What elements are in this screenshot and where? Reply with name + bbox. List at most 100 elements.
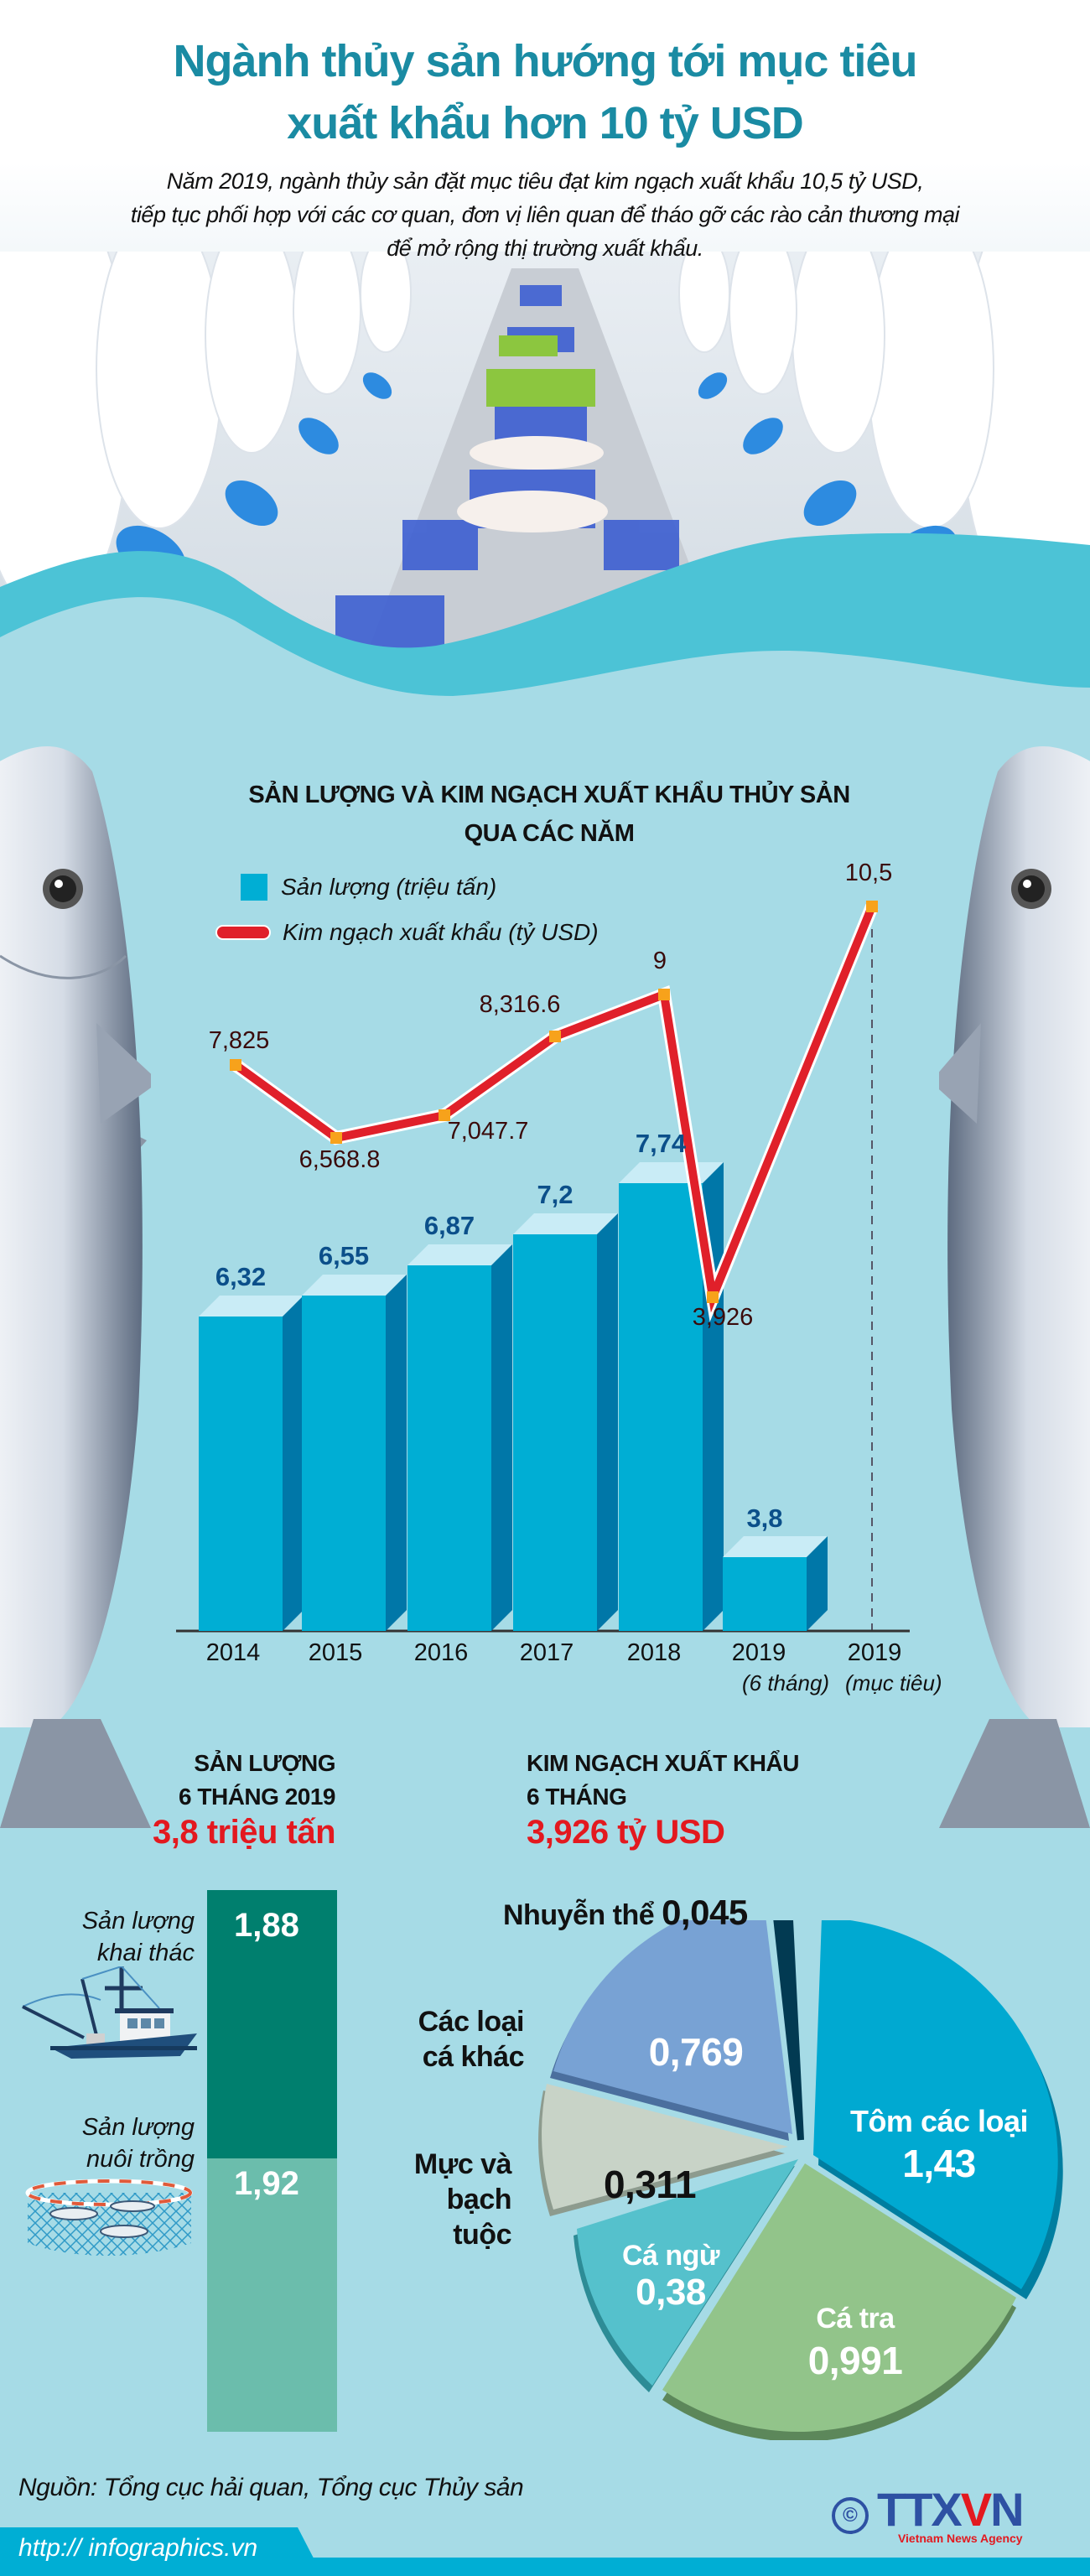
bar-label-2014: 6,32 [215, 1262, 267, 1291]
pie-label-muc-1: Mực và [413, 2148, 512, 2180]
line-label-2019-target: 10,5 [844, 860, 893, 886]
x-label-2014: 2014 [205, 1639, 261, 1666]
pie-label-tom: Tôm các loại [849, 2104, 1029, 2138]
lead-line-2: tiếp tục phối hợp với các cơ quan, đơn v… [130, 202, 960, 227]
pie-text-tom: Tôm các loại 1,43 [830, 2101, 1048, 2184]
bar-label-2019-6m: 3,8 [746, 1504, 783, 1533]
pie-value-tom: 1,43 [902, 2142, 976, 2185]
line-label-2016: 7,047.7 [447, 1118, 529, 1145]
stack-label-nuoi-trong-2: nuôi trồng [86, 2146, 195, 2173]
left-fish-icon [0, 746, 151, 1828]
bar-2014 [199, 1296, 304, 1631]
x-label-2018: 2018 [626, 1639, 682, 1666]
stack-label-nuoi-trong-1: Sản lượng [81, 2114, 195, 2141]
pie-value-nhuyen-the: 0,045 [662, 1893, 748, 1932]
legend-item-bar: Sản lượng (triệu tấn) [241, 874, 599, 901]
legend-bar-label: Sản lượng (triệu tấn) [281, 874, 497, 900]
stack-label-khai-thac-2: khai thác [96, 1940, 195, 1966]
logo-v: V [960, 2483, 992, 2536]
stack-label-khai-thac-1: Sản lượng [81, 1908, 195, 1935]
line-label-2017: 8,316.6 [479, 991, 561, 1018]
pie-value-ca-tra: 0,991 [807, 2339, 903, 2382]
stack-value-nuoi-trong: 1,92 [234, 2165, 299, 2202]
pie-label-ca-khac-1: Các loại [418, 2006, 525, 2038]
bar-label-2017: 7,2 [537, 1180, 574, 1209]
bar-label-2015: 6,55 [318, 1241, 370, 1270]
pie-value-muc: 0,311 [603, 2163, 697, 2206]
bar-label-2018: 7,74 [635, 1129, 687, 1158]
pie-text-ca-tra: Cá tra 0,991 [780, 2298, 931, 2381]
right-fish-icon [939, 746, 1090, 1828]
ttxvn-wordmark: TTXVN [877, 2483, 1025, 2536]
fish-cage-icon [25, 2179, 193, 2256]
stack-segment-khai-thac: 1,88 [207, 1890, 337, 2158]
legend-item-line: Kim ngạch xuất khẩu (tỷ USD) [217, 919, 599, 946]
copyright-icon: © [832, 2497, 869, 2534]
bar-series [199, 901, 879, 1631]
line-label-2015: 6,568.8 [298, 1146, 381, 1173]
title-line-2: xuất khẩu hơn 10 tỷ USD [287, 98, 804, 148]
summary-production: SẢN LƯỢNG 6 THÁNG 2019 3,8 triệu tấn [50, 1747, 336, 1852]
bar-label-2016: 6,87 [423, 1211, 475, 1240]
fish-processing-photo [0, 252, 1090, 738]
pie-label-muc: Mực và bạch tuộc [382, 2147, 512, 2252]
x-label-2019-6m: 2019 [731, 1639, 786, 1666]
url-tab [0, 2527, 323, 2576]
website-link[interactable]: http:// infographics.vn [18, 2534, 258, 2562]
page-title: Ngành thủy sản hướng tới mục tiêu xuất k… [0, 30, 1090, 154]
summary-production-label-2: 6 THÁNG 2019 [179, 1784, 335, 1810]
line-label-2018: 9 [652, 948, 667, 974]
title-line-1: Ngành thủy sản hướng tới mục tiêu [173, 36, 918, 86]
line-label-2014: 7,825 [208, 1027, 270, 1054]
pie-label-muc-2: bạch tuộc [446, 2184, 512, 2251]
x-label-2015: 2015 [308, 1639, 363, 1666]
bar-2019-6m [723, 1536, 828, 1631]
line-swatch-icon [217, 927, 269, 938]
summary-production-label-1: SẢN LƯỢNG [194, 1750, 335, 1776]
pie-label-ca-khac-2: cá khác [422, 2041, 525, 2073]
line-markers [230, 901, 878, 1303]
bar-2015 [302, 1275, 407, 1631]
bar-2016 [407, 1244, 512, 1631]
export-pie-chart [538, 1920, 1063, 2440]
bar-2017 [513, 1213, 618, 1631]
source-note: Nguồn: Tổng cục hải quan, Tổng cục Thủy … [18, 2474, 524, 2501]
ttxvn-logo: © TTXVN Vietnam News Agency [832, 2483, 1025, 2545]
x-sublabel-muc-tieu: (mục tiêu) [845, 1670, 942, 1696]
pie-value-ca-khac: 0,769 [648, 2030, 744, 2074]
x-label-2017: 2017 [519, 1639, 574, 1666]
chart-legend: Sản lượng (triệu tấn) Kim ngạch xuất khẩ… [217, 874, 599, 946]
pie-label-ca-ngu: Cá ngừ [621, 2240, 720, 2272]
stack-label-nuoi-trong: Sản lượng nuôi trồng [17, 2111, 195, 2175]
pie-label-nhuyen-the: Nhuyễn thể 0,045 [503, 1895, 748, 1933]
line-label-2019-6m: 3,926 [692, 1304, 754, 1331]
chart-title-line-2: QUA CÁC NĂM [464, 820, 635, 847]
summary-export: KIM NGẠCH XUẤT KHẨU 6 THÁNG 3,926 tỷ USD [527, 1747, 879, 1852]
x-label-2016: 2016 [413, 1639, 469, 1666]
chart-title-line-1: SẢN LƯỢNG VÀ KIM NGẠCH XUẤT KHẨU THỦY SẢ… [248, 782, 850, 808]
lead-paragraph: Năm 2019, ngành thủy sản đặt mục tiêu đạ… [34, 164, 1056, 265]
logo-ttx: TTX [877, 2483, 963, 2536]
logo-n: N [990, 2483, 1024, 2536]
x-sublabel-6-thang: (6 tháng) [742, 1670, 830, 1696]
stack-segment-nuoi-trong: 1,92 [207, 2158, 337, 2432]
lead-line-3: để mở rộng thị trường xuất khẩu. [387, 236, 703, 261]
legend-line-label: Kim ngạch xuất khẩu (tỷ USD) [283, 919, 599, 945]
agency-name: Vietnam News Agency [897, 2532, 1023, 2545]
summary-export-label-1: KIM NGẠCH XUẤT KHẨU [527, 1750, 799, 1776]
pie-label-ca-khac: Các loại cá khác [402, 2004, 525, 2075]
fishing-boat-icon [22, 1966, 197, 2059]
stack-value-khai-thac: 1,88 [234, 1907, 299, 1944]
main-chart-title: SẢN LƯỢNG VÀ KIM NGẠCH XUẤT KHẨU THỦY SẢ… [210, 776, 889, 853]
bar-swatch-icon [241, 874, 267, 901]
pie-value-ca-ngu: 0,38 [636, 2272, 706, 2313]
pie-slice-nhuyen-the [773, 1920, 804, 2141]
pie-label-nhuyen-the-text: Nhuyễn thể [503, 1899, 655, 1931]
stack-label-khai-thac: Sản lượng khai thác [17, 1905, 195, 1969]
x-label-2019-target: 2019 [847, 1639, 902, 1666]
pie-text-ca-ngu: Cá ngừ 0,38 [616, 2237, 725, 2311]
pie-label-ca-tra: Cá tra [816, 2303, 895, 2334]
lead-line-1: Năm 2019, ngành thủy sản đặt mục tiêu đạ… [166, 169, 924, 194]
summary-export-label-2: 6 THÁNG [527, 1784, 627, 1810]
summary-production-value: 3,8 triệu tấn [152, 1814, 336, 1851]
